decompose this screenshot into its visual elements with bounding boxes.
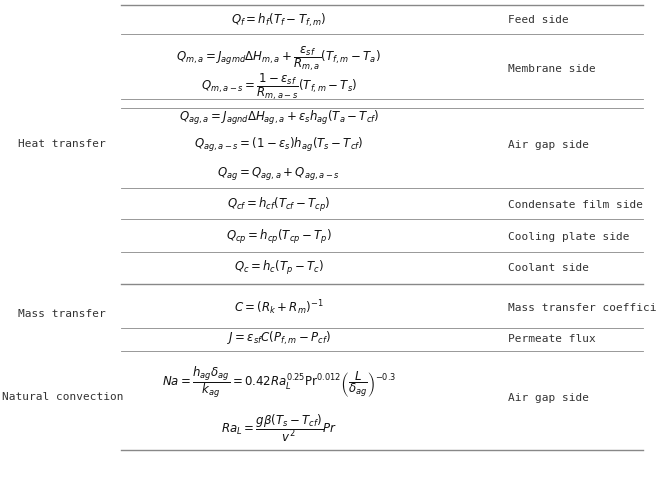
Text: Coolant side: Coolant side [508, 263, 589, 273]
Text: $Q_{cf} = h_{cf}(T_{cf} - T_{cp})$: $Q_{cf} = h_{cf}(T_{cf} - T_{cp})$ [227, 196, 331, 214]
Text: Condensate film side: Condensate film side [508, 200, 644, 210]
Text: $J = \epsilon_{sf} C(P_{f,m} - P_{cf})$: $J = \epsilon_{sf} C(P_{f,m} - P_{cf})$ [227, 330, 331, 347]
Text: $C = (R_k + R_m)^{-1}$: $C = (R_k + R_m)^{-1}$ [234, 298, 323, 317]
Text: Feed side: Feed side [508, 15, 569, 25]
Text: Air gap side: Air gap side [508, 393, 589, 402]
Text: Membrane side: Membrane side [508, 64, 596, 74]
Text: Permeate flux: Permeate flux [508, 334, 596, 343]
Text: $Ra_L = \dfrac{g\beta(T_s - T_{cf})}{v^2} Pr$: $Ra_L = \dfrac{g\beta(T_s - T_{cf})}{v^2… [221, 412, 337, 444]
Text: $Q_{ag,a} = J_{agnd}\Delta H_{ag,a} + \epsilon_s h_{ag}(T_a - T_{cf})$: $Q_{ag,a} = J_{agnd}\Delta H_{ag,a} + \e… [178, 109, 379, 127]
Text: Air gap side: Air gap side [508, 140, 589, 150]
Text: $Q_{cp} = h_{cp}(T_{cp} - T_p)$: $Q_{cp} = h_{cp}(T_{cp} - T_p)$ [226, 228, 332, 246]
Text: $Q_f = h_f(T_f - T_{f,m})$: $Q_f = h_f(T_f - T_{f,m})$ [231, 11, 327, 29]
Text: $Q_{m,a} = J_{agmd}\Delta H_{m,a} + \dfrac{\epsilon_{sf}}{R_{m,a}}(T_{f,m} - T_a: $Q_{m,a} = J_{agmd}\Delta H_{m,a} + \dfr… [176, 45, 381, 74]
Text: Natural convection: Natural convection [1, 392, 123, 401]
Text: $Q_c = h_c(T_p - T_c)$: $Q_c = h_c(T_p - T_c)$ [234, 259, 324, 277]
Text: $Q_{ag,a-s} = (1 - \epsilon_s)h_{ag}(T_s - T_{cf})$: $Q_{ag,a-s} = (1 - \epsilon_s)h_{ag}(T_s… [194, 136, 363, 154]
Text: Mass transfer: Mass transfer [18, 309, 106, 319]
Text: Mass transfer coefficient: Mass transfer coefficient [508, 303, 656, 312]
Text: $Q_{m,a-s} = \dfrac{1 - \epsilon_{sf}}{R_{m,a-s}}(T_{f,m} - T_s)$: $Q_{m,a-s} = \dfrac{1 - \epsilon_{sf}}{R… [201, 71, 357, 103]
Text: $Q_{ag} = Q_{ag,a} + Q_{ag,a-s}$: $Q_{ag} = Q_{ag,a} + Q_{ag,a-s}$ [217, 165, 340, 182]
Text: Heat transfer: Heat transfer [18, 139, 106, 148]
Text: Cooling plate side: Cooling plate side [508, 232, 630, 241]
Text: $Na = \dfrac{h_{ag}\delta_{ag}}{k_{ag}} = 0.42Ra_L^{0.25}\mathrm{Pr}^{0.012}\lef: $Na = \dfrac{h_{ag}\delta_{ag}}{k_{ag}} … [161, 365, 396, 400]
